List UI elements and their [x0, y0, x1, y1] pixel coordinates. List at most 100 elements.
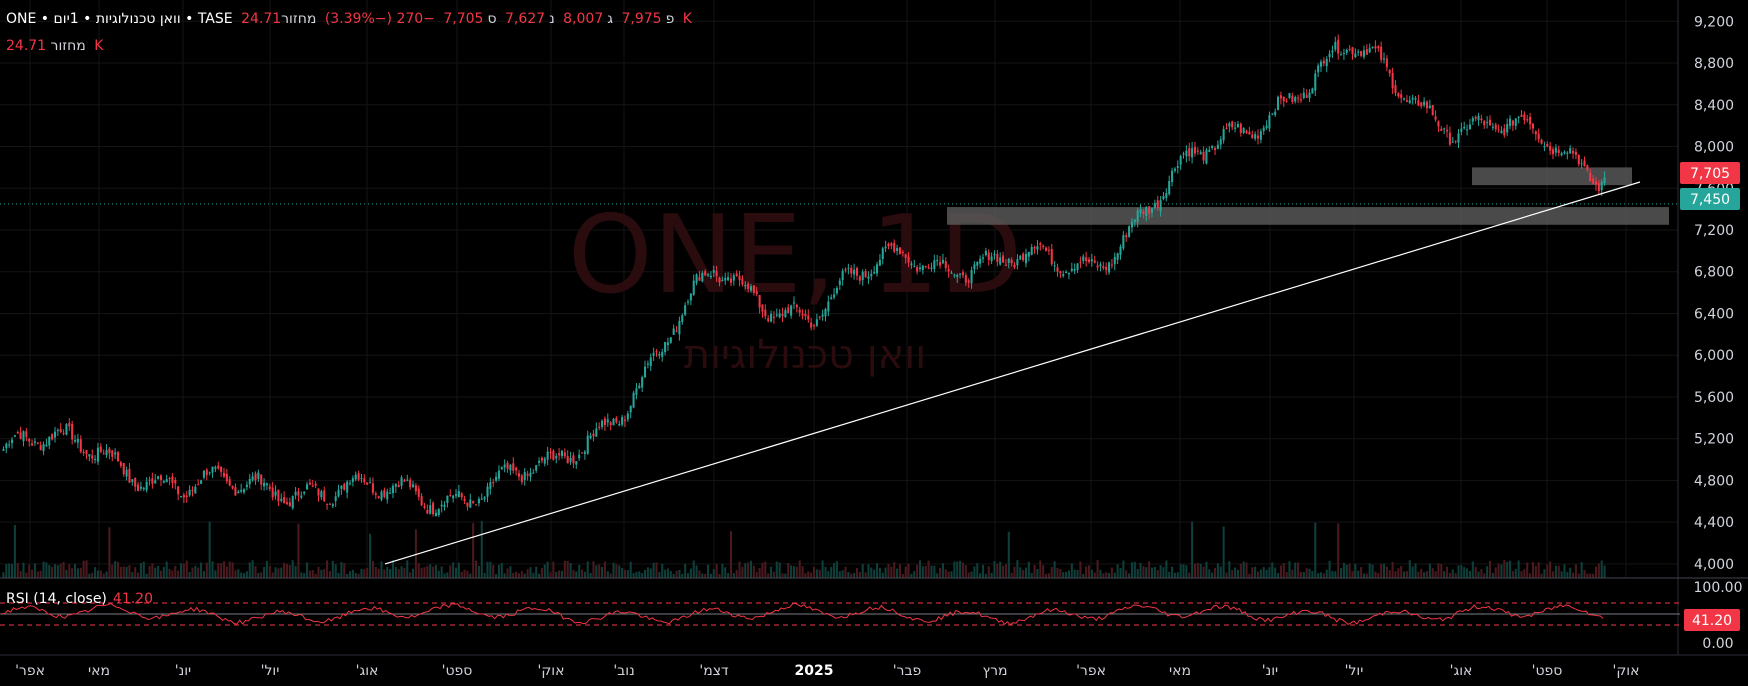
- volume-bar: [108, 527, 111, 578]
- volume-bar: [8, 563, 11, 578]
- candle-body: [99, 446, 102, 452]
- rsi-legend[interactable]: RSI (14, close) 41.20: [6, 591, 153, 607]
- price-axis[interactable]: 4,000 4,400 4,800 5,200 5,600 6,000 6,400 6,800…: [1694, 14, 1734, 573]
- volume-bar: [1245, 562, 1248, 578]
- time-axis[interactable]: 'אפר מאי 'יונ 'יול 'אוג 'ספט 'אוק 'נוב 'דצמ 2025 '…: [15, 663, 1639, 679]
- volume-bar: [612, 562, 615, 578]
- candle-body: [655, 351, 658, 353]
- candle-body: [68, 422, 71, 427]
- volume-bar: [999, 561, 1002, 578]
- candle-body: [675, 330, 678, 332]
- volume-bar: [357, 573, 360, 578]
- candle-body: [76, 438, 79, 443]
- volume-bar: [159, 570, 162, 578]
- support-zones[interactable]: [947, 167, 1669, 225]
- volume-bar: [1125, 570, 1128, 578]
- candle-body: [967, 280, 970, 283]
- candle-body: [257, 472, 260, 479]
- volume-bar: [532, 572, 535, 578]
- volume-bar: [1543, 569, 1546, 578]
- volume-bar: [122, 566, 125, 578]
- volume-bar: [497, 564, 500, 578]
- volume-bar: [222, 561, 226, 578]
- volume-bar: [1371, 564, 1374, 578]
- volume-bar: [744, 563, 747, 578]
- volume-bar: [1153, 566, 1156, 578]
- volume-bar: [712, 569, 715, 578]
- candle-body: [964, 275, 967, 283]
- candle-body: [1245, 130, 1248, 133]
- candle-body: [320, 491, 323, 498]
- candle-body: [930, 267, 933, 269]
- volume-bar: [477, 565, 480, 578]
- volume-bar: [1139, 562, 1142, 578]
- candle-body: [618, 424, 621, 426]
- candle-body: [781, 313, 784, 316]
- volume-bar: [389, 569, 392, 578]
- candle-body: [74, 440, 77, 442]
- volume-bar: [1557, 565, 1560, 578]
- candle-body: [134, 478, 137, 487]
- volume-bar: [231, 562, 234, 578]
- volume-bar: [337, 572, 340, 578]
- candle-body: [1282, 96, 1285, 102]
- volume-bar: [1056, 568, 1059, 578]
- volume-bar: [1219, 566, 1222, 578]
- volume-bar: [1291, 569, 1294, 578]
- volume-bar: [1165, 560, 1168, 578]
- candle-body: [950, 272, 953, 274]
- candle-body: [1577, 154, 1580, 165]
- volume-bar: [466, 570, 469, 578]
- candle-body: [317, 488, 320, 496]
- candle-body: [237, 491, 240, 494]
- volume-bar: [898, 564, 901, 578]
- candle-body: [1529, 116, 1532, 125]
- volume-bar: [1265, 569, 1268, 578]
- candle-body: [1168, 180, 1171, 195]
- volume-bar: [1016, 560, 1019, 578]
- candle-body: [311, 485, 314, 487]
- candle-body: [1331, 50, 1334, 53]
- candle-body: [1159, 200, 1162, 212]
- candle-body: [486, 486, 489, 497]
- volume-bar: [397, 569, 400, 578]
- candle-body: [420, 496, 423, 506]
- trend-line[interactable]: [384, 181, 1641, 565]
- candle-body: [346, 481, 349, 493]
- volume-bar: [758, 567, 761, 578]
- candle-body: [529, 472, 532, 477]
- support-zone-recent: [1472, 167, 1632, 186]
- volume-bar: [171, 570, 174, 578]
- volume-bar: [618, 565, 621, 578]
- volume-bar: [1380, 563, 1383, 578]
- volume-bar: [1337, 523, 1340, 578]
- y-tick-label: 5,600: [1694, 390, 1734, 406]
- candle-body: [506, 462, 509, 469]
- candle-body: [331, 504, 334, 507]
- volume-bar: [701, 573, 704, 578]
- rsi-pane[interactable]: 100.00 41.20 0.00: [0, 580, 1743, 652]
- volume-bar: [692, 560, 695, 578]
- candle-body: [1234, 127, 1237, 129]
- candle-body: [913, 265, 916, 267]
- symbol-line[interactable]: ONE • וואן טכנולוגיות • 1יום • TASE: [6, 11, 233, 27]
- volume-bar: [168, 568, 171, 578]
- x-tick-label: 'ספט: [442, 663, 473, 679]
- candle-body: [1428, 105, 1431, 109]
- watermark-name: וואן טכנולוגיות: [684, 332, 926, 378]
- candle-body: [1583, 160, 1586, 167]
- candle-body: [1047, 249, 1050, 251]
- volume-bar: [761, 562, 764, 578]
- volume-bar: [749, 560, 753, 578]
- volume-bar: [930, 565, 933, 578]
- volume-bar: [540, 568, 543, 578]
- candle-body: [426, 510, 429, 514]
- volume-bar: [1182, 564, 1185, 578]
- volume-bar: [1085, 566, 1088, 578]
- candle-body: [887, 243, 890, 247]
- rsi-axis-bottom: 0.00: [1702, 636, 1733, 652]
- y-tick-label: 8,800: [1694, 56, 1734, 72]
- candle-body: [148, 479, 151, 481]
- candle-body: [1451, 141, 1454, 143]
